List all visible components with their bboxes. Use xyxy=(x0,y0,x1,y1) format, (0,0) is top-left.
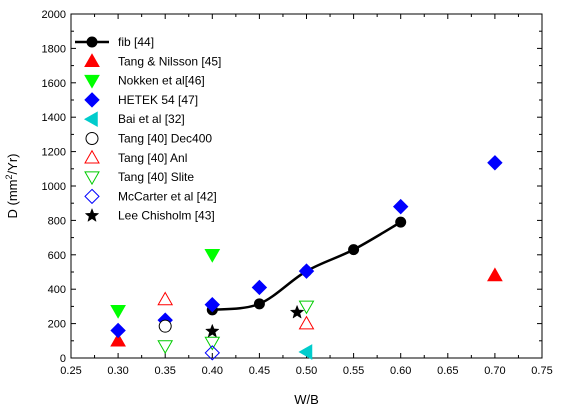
y-axis-title: D (mm2/Yr) xyxy=(4,154,20,219)
data-point-series-1-1 xyxy=(487,267,503,282)
legend-marker-3 xyxy=(84,92,100,108)
legend-marker-2 xyxy=(84,74,100,89)
legend-label: Tang & Nilsson [45] xyxy=(118,54,221,68)
x-axis: 0.25 0.30 0.35 0.40 0.45 0.50 0.55 0.60 0.65 0.70… xyxy=(60,14,553,377)
y-tick-label: 1000 xyxy=(42,181,66,193)
legend-label: Lee Chisholm [43] xyxy=(118,209,215,223)
x-tick-label: 0.35 xyxy=(154,365,175,377)
x-tick-label: 0.55 xyxy=(343,365,364,377)
data-point-series-8-0 xyxy=(204,345,221,361)
legend-label: fib [44] xyxy=(118,35,154,49)
y-tick-label: 200 xyxy=(48,319,66,331)
y-tick-label: 400 xyxy=(48,284,66,296)
y-tick-label: 2000 xyxy=(42,9,66,21)
data-point-series-2-1 xyxy=(204,249,221,263)
legend-label: Tang [40] Anl xyxy=(118,151,187,165)
y-axis: 0 200 400 600 800 1000 1200 1400 1600 1800 2000 xyxy=(42,9,542,365)
y-tick-label: 1200 xyxy=(42,147,66,159)
data-point-series-3-3 xyxy=(251,279,268,296)
y-axis-title-superscript: 2 xyxy=(4,174,14,179)
x-tick-label: 0.70 xyxy=(484,365,505,377)
y-tick-label: 0 xyxy=(60,353,66,365)
y-tick-label: 1600 xyxy=(42,78,66,90)
legend-marker-4 xyxy=(83,111,98,128)
legend-label: Nokken et al[46] xyxy=(118,74,205,88)
data-point-series-5-0 xyxy=(158,319,172,333)
data-point-series-9-1 xyxy=(289,304,305,319)
x-tick-label: 0.30 xyxy=(107,365,128,377)
legend-marker-7 xyxy=(84,171,100,186)
y-axis-title-main: D (mm xyxy=(5,179,20,218)
x-tick-label: 0.60 xyxy=(390,365,411,377)
legend-label: Tang [40] Dec400 xyxy=(118,132,212,146)
x-tick-label: 0.50 xyxy=(296,365,317,377)
y-axis-title-tail: /Yr) xyxy=(5,154,20,175)
legend-marker-8 xyxy=(84,188,100,205)
data-point-series-9-0 xyxy=(204,323,220,338)
data-point-series-0-3 xyxy=(348,244,360,256)
legend-label: Tang [40] Slite xyxy=(118,170,194,184)
data-point-series-3-0 xyxy=(110,322,126,339)
data-point-series-0-4 xyxy=(395,216,407,228)
legend-label: Bai et al [32] xyxy=(118,112,185,126)
y-tick-label: 1800 xyxy=(42,43,66,55)
legend-marker-0 xyxy=(86,36,98,48)
x-tick-label: 0.40 xyxy=(202,365,223,377)
x-tick-label: 0.45 xyxy=(249,365,270,377)
x-tick-label: 0.25 xyxy=(60,365,81,377)
y-tick-label: 1400 xyxy=(42,112,66,124)
data-point-series-7-2 xyxy=(298,300,315,315)
data-point-series-3-2 xyxy=(204,296,221,313)
data-point-series-7-1 xyxy=(204,336,221,351)
x-tick-label: 0.75 xyxy=(531,365,552,377)
legend: fib [44] Tang & Nilsson [45] Nokken et al[… xyxy=(75,35,221,223)
legend-marker-1 xyxy=(84,53,100,68)
legend-marker-9 xyxy=(84,208,100,222)
legend-marker-6 xyxy=(84,149,100,164)
data-point-series-1-0 xyxy=(110,332,126,347)
data-point-series-7-0 xyxy=(157,340,174,354)
x-tick-label: 0.65 xyxy=(437,365,458,377)
legend-label: HETEK 54 [47] xyxy=(118,93,198,107)
data-point-series-3-5 xyxy=(392,198,409,215)
legend-marker-5 xyxy=(85,132,99,145)
y-tick-label: 600 xyxy=(48,250,66,262)
data-marks xyxy=(110,155,503,361)
data-point-series-3-6 xyxy=(487,155,503,171)
x-axis-title: W/B xyxy=(294,392,319,407)
data-point-series-4-0 xyxy=(298,344,313,360)
legend-label: McCarter et al [42] xyxy=(118,189,217,203)
data-point-series-3-4 xyxy=(298,263,315,279)
y-tick-label: 800 xyxy=(48,215,66,227)
data-point-series-6-1 xyxy=(298,315,315,330)
data-point-series-6-0 xyxy=(157,291,174,306)
data-point-series-2-0 xyxy=(110,304,126,319)
data-point-series-0-1 xyxy=(253,298,265,310)
